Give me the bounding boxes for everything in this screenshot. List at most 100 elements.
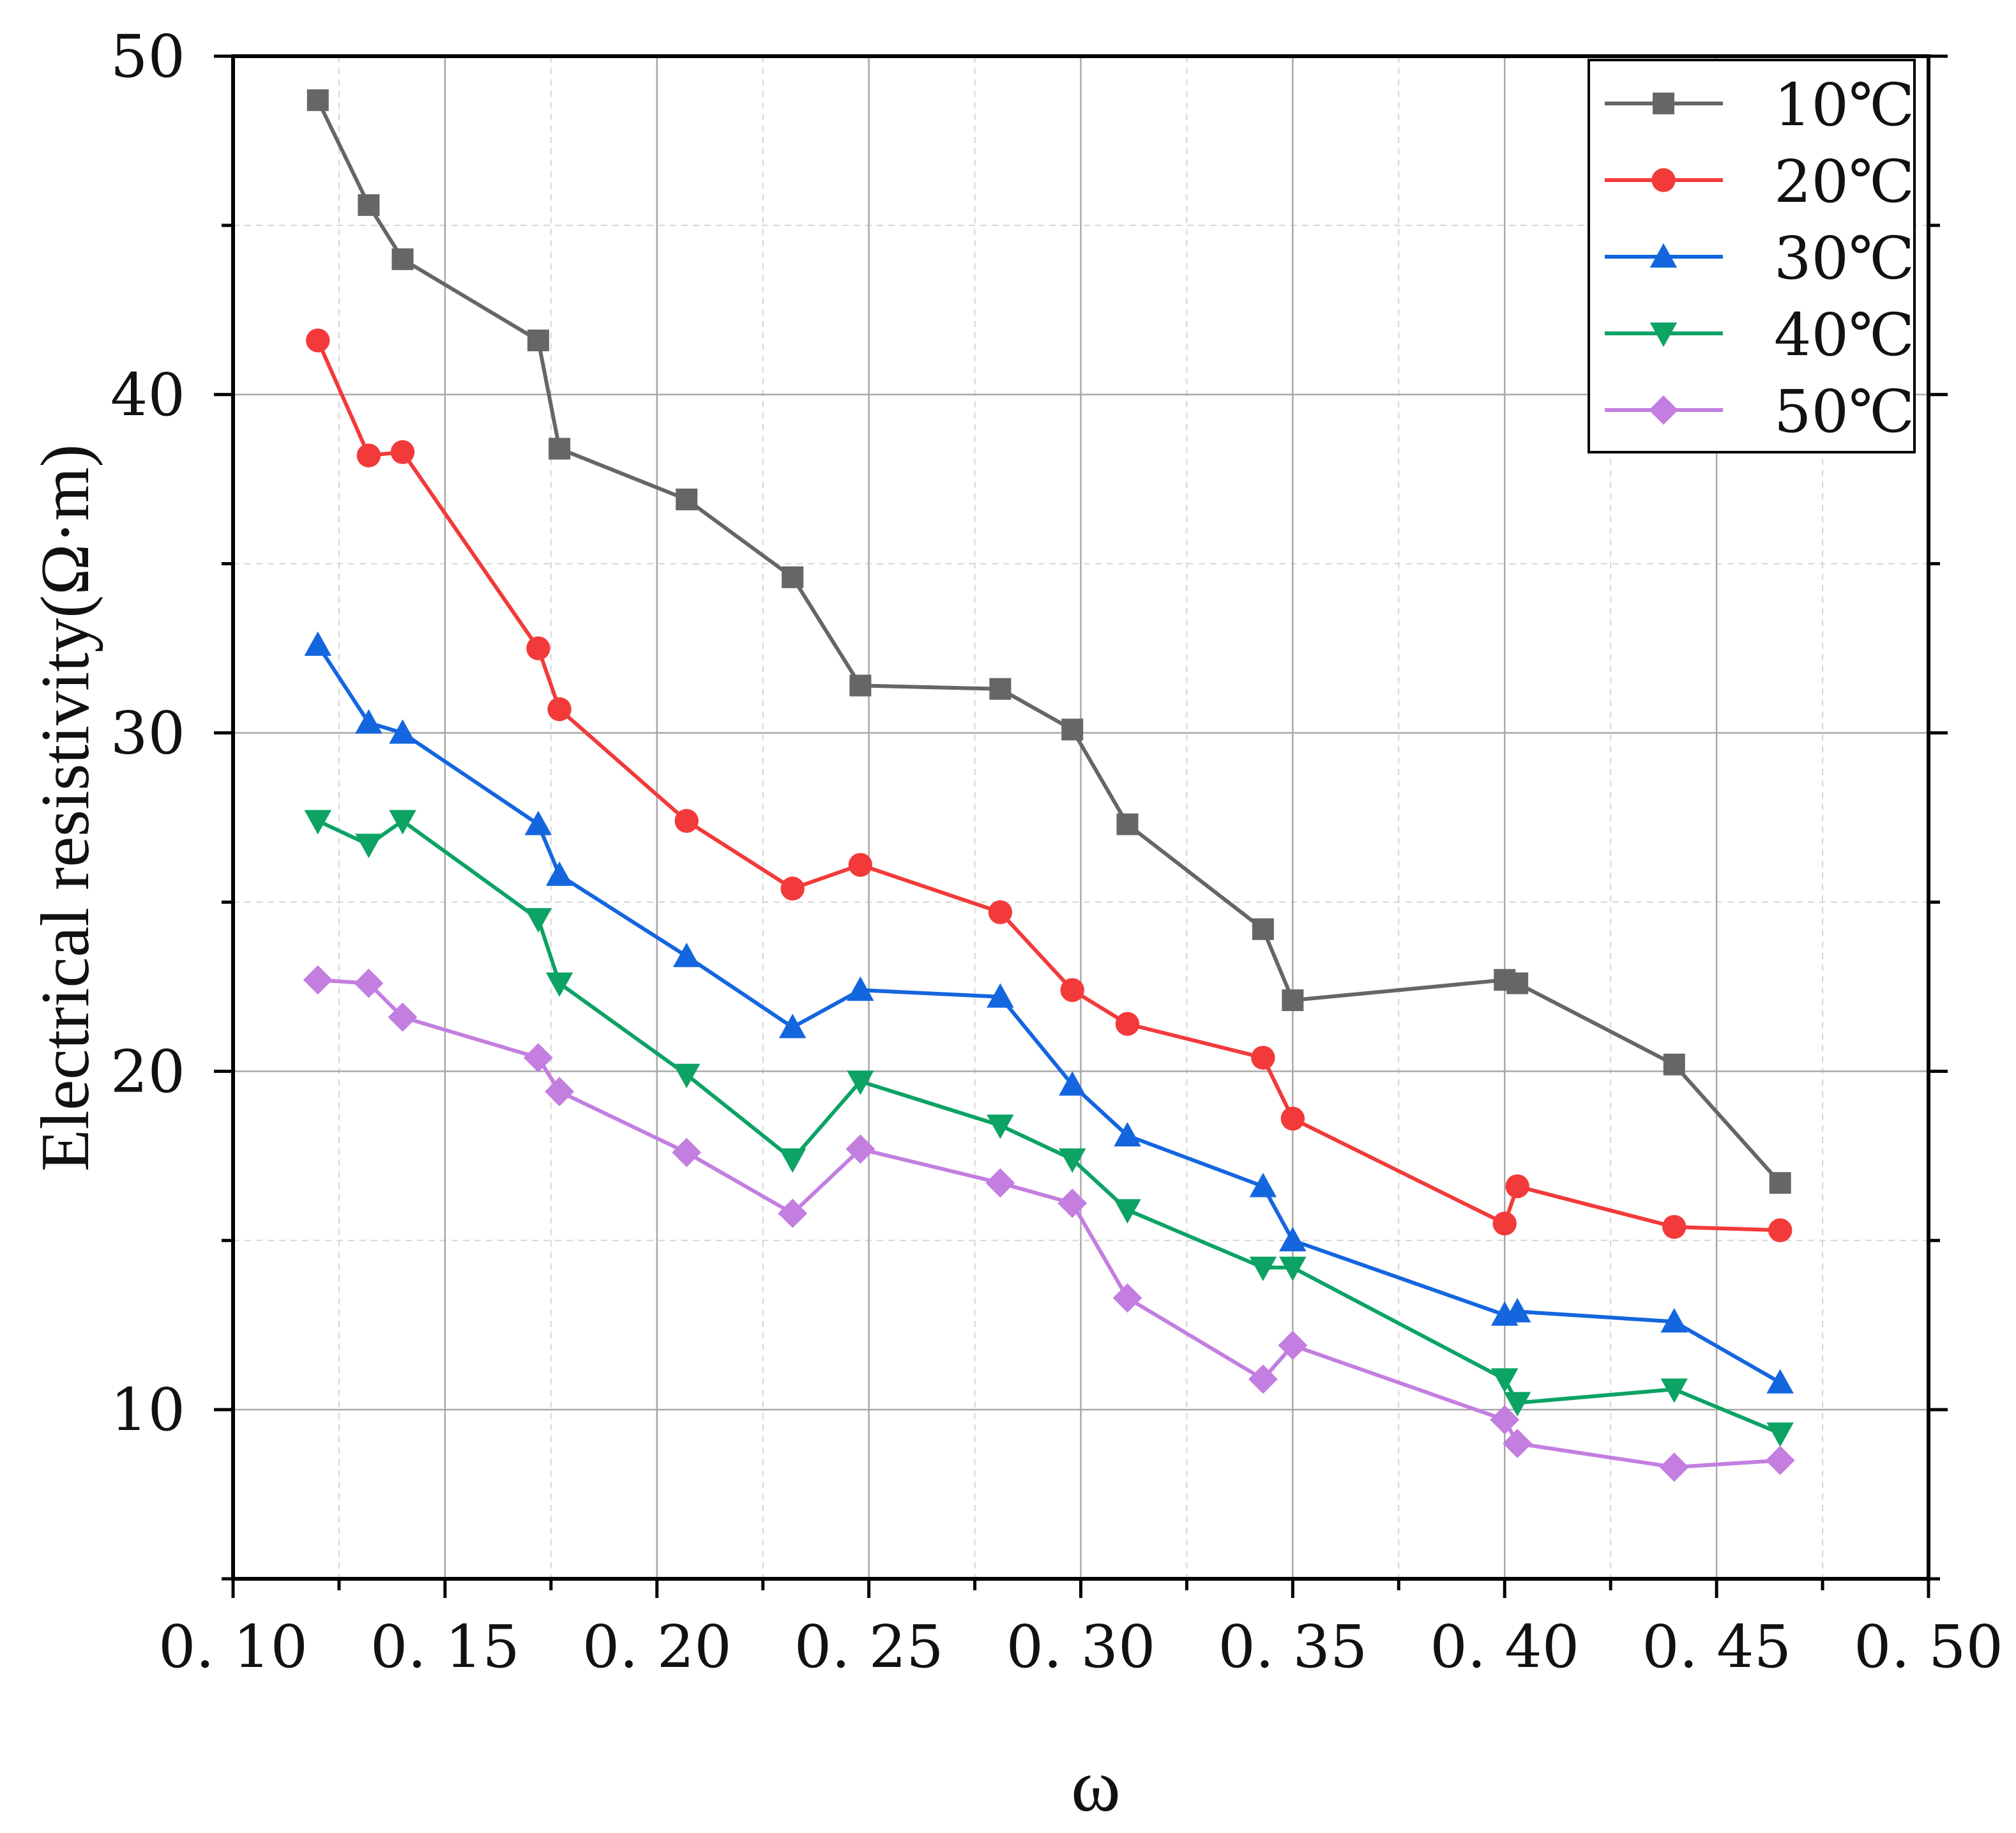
circle-marker bbox=[1280, 1106, 1305, 1131]
circle-marker bbox=[1251, 1046, 1275, 1070]
legend-label: 40℃ bbox=[1774, 301, 1914, 369]
x-tick-label: 0. 50 bbox=[1854, 1613, 2003, 1681]
circle-marker bbox=[674, 809, 699, 833]
square-marker bbox=[1282, 989, 1304, 1012]
legend-item: 40℃ bbox=[1605, 301, 1914, 369]
x-tick-label: 0. 30 bbox=[1006, 1613, 1155, 1681]
triangle-up-marker bbox=[1058, 1071, 1086, 1096]
square-marker bbox=[527, 330, 549, 352]
triangle-up-marker bbox=[304, 631, 331, 656]
circle-marker bbox=[848, 853, 873, 877]
square-marker bbox=[358, 194, 380, 217]
triangle-up-marker bbox=[1649, 243, 1678, 268]
diamond-marker bbox=[1765, 1445, 1795, 1475]
triangle-up-marker bbox=[1660, 1308, 1688, 1333]
series-5 bbox=[303, 965, 1795, 1482]
x-tick-labels: 0. 10 0. 15 0. 20 0. 25 0. 30 0. 35 0. 40 0. 45… bbox=[158, 1613, 2003, 1681]
series-line bbox=[316, 644, 1782, 1385]
square-marker bbox=[1061, 719, 1084, 741]
diamond-marker bbox=[388, 1002, 418, 1032]
circle-marker bbox=[390, 440, 415, 464]
circle-marker bbox=[1115, 1012, 1140, 1036]
circle-marker bbox=[306, 328, 330, 353]
y-tick-label: 10 bbox=[110, 1376, 185, 1444]
triangle-up-marker bbox=[1279, 1226, 1307, 1252]
series-layer bbox=[303, 89, 1795, 1482]
circle-marker bbox=[1505, 1174, 1529, 1199]
square-marker bbox=[782, 566, 804, 588]
square-marker bbox=[1506, 972, 1529, 994]
diamond-marker bbox=[1503, 1429, 1533, 1459]
triangle-up-marker bbox=[545, 861, 573, 886]
x-tick-label: 0. 10 bbox=[158, 1613, 308, 1681]
diamond-marker bbox=[1490, 1405, 1520, 1434]
y-tick-label: 20 bbox=[110, 1037, 185, 1106]
x-tick-label: 0. 25 bbox=[794, 1613, 944, 1681]
square-marker bbox=[1116, 813, 1139, 835]
y-tick-label: 40 bbox=[110, 361, 185, 429]
diamond-marker bbox=[985, 1168, 1015, 1198]
legend-label: 10℃ bbox=[1774, 71, 1914, 139]
circle-marker bbox=[547, 697, 572, 722]
square-marker bbox=[307, 89, 329, 111]
triangle-up-marker bbox=[389, 719, 416, 744]
triangle-up-marker bbox=[1503, 1298, 1531, 1323]
series-1 bbox=[307, 89, 1791, 1194]
diamond-marker bbox=[1659, 1452, 1689, 1482]
y-tick-label: 30 bbox=[110, 699, 185, 768]
diamond-marker bbox=[545, 1077, 575, 1107]
x-tick-label: 0. 35 bbox=[1218, 1613, 1367, 1681]
triangle-down-marker bbox=[847, 1070, 874, 1095]
triangle-down-marker bbox=[1491, 1368, 1519, 1393]
x-axis-title: ω bbox=[1071, 1744, 1121, 1827]
square-marker bbox=[1663, 1053, 1685, 1076]
legend-label: 20℃ bbox=[1774, 148, 1914, 216]
y-tick-labels: 10 20 30 40 50 bbox=[110, 22, 185, 1444]
triangle-up-marker bbox=[987, 983, 1014, 1008]
triangle-down-marker bbox=[1114, 1199, 1141, 1224]
square-marker bbox=[391, 248, 414, 270]
square-marker bbox=[849, 674, 872, 697]
axis-ticks bbox=[214, 54, 1948, 1598]
triangle-up-marker bbox=[778, 1014, 807, 1038]
triangle-down-marker bbox=[1649, 323, 1678, 347]
diamond-marker bbox=[778, 1198, 808, 1228]
diamond-marker bbox=[845, 1134, 875, 1164]
triangle-down-marker bbox=[304, 810, 331, 835]
triangle-down-marker bbox=[524, 908, 552, 933]
triangle-up-marker bbox=[672, 942, 701, 968]
triangle-up-marker bbox=[355, 709, 383, 734]
circle-marker bbox=[1662, 1215, 1686, 1239]
series-4 bbox=[304, 810, 1794, 1447]
triangle-up-marker bbox=[847, 976, 874, 1001]
square-marker bbox=[989, 678, 1012, 700]
triangle-up-marker bbox=[1114, 1122, 1141, 1146]
square-marker bbox=[1252, 918, 1274, 940]
square-marker bbox=[676, 489, 698, 511]
circle-marker bbox=[988, 900, 1013, 925]
triangle-up-marker bbox=[524, 810, 552, 835]
triangle-down-marker bbox=[778, 1148, 807, 1173]
triangle-down-marker bbox=[672, 1063, 701, 1088]
diamond-marker bbox=[303, 965, 333, 995]
triangle-down-marker bbox=[389, 810, 416, 835]
y-axis-title: Electrical resistivity(Ω·m) bbox=[27, 445, 103, 1172]
circle-marker bbox=[1651, 168, 1676, 192]
triangle-up-marker bbox=[1766, 1369, 1794, 1394]
circle-marker bbox=[1492, 1212, 1517, 1236]
legend-label: 50℃ bbox=[1774, 377, 1914, 446]
legend-item: 20℃ bbox=[1605, 148, 1914, 216]
triangle-down-marker bbox=[1249, 1256, 1277, 1281]
diamond-marker bbox=[672, 1137, 702, 1167]
diamond-marker bbox=[1057, 1188, 1088, 1218]
triangle-down-marker bbox=[1660, 1378, 1688, 1403]
y-tick-label: 50 bbox=[110, 22, 185, 91]
triangle-down-marker bbox=[1058, 1148, 1086, 1173]
square-marker bbox=[1769, 1172, 1791, 1194]
legend-item: 10℃ bbox=[1605, 71, 1914, 139]
diamond-marker bbox=[354, 968, 384, 998]
diamond-marker bbox=[1278, 1330, 1308, 1360]
diamond-marker bbox=[1248, 1364, 1278, 1394]
diamond-marker bbox=[1649, 395, 1678, 425]
triangle-down-marker bbox=[1503, 1392, 1531, 1417]
